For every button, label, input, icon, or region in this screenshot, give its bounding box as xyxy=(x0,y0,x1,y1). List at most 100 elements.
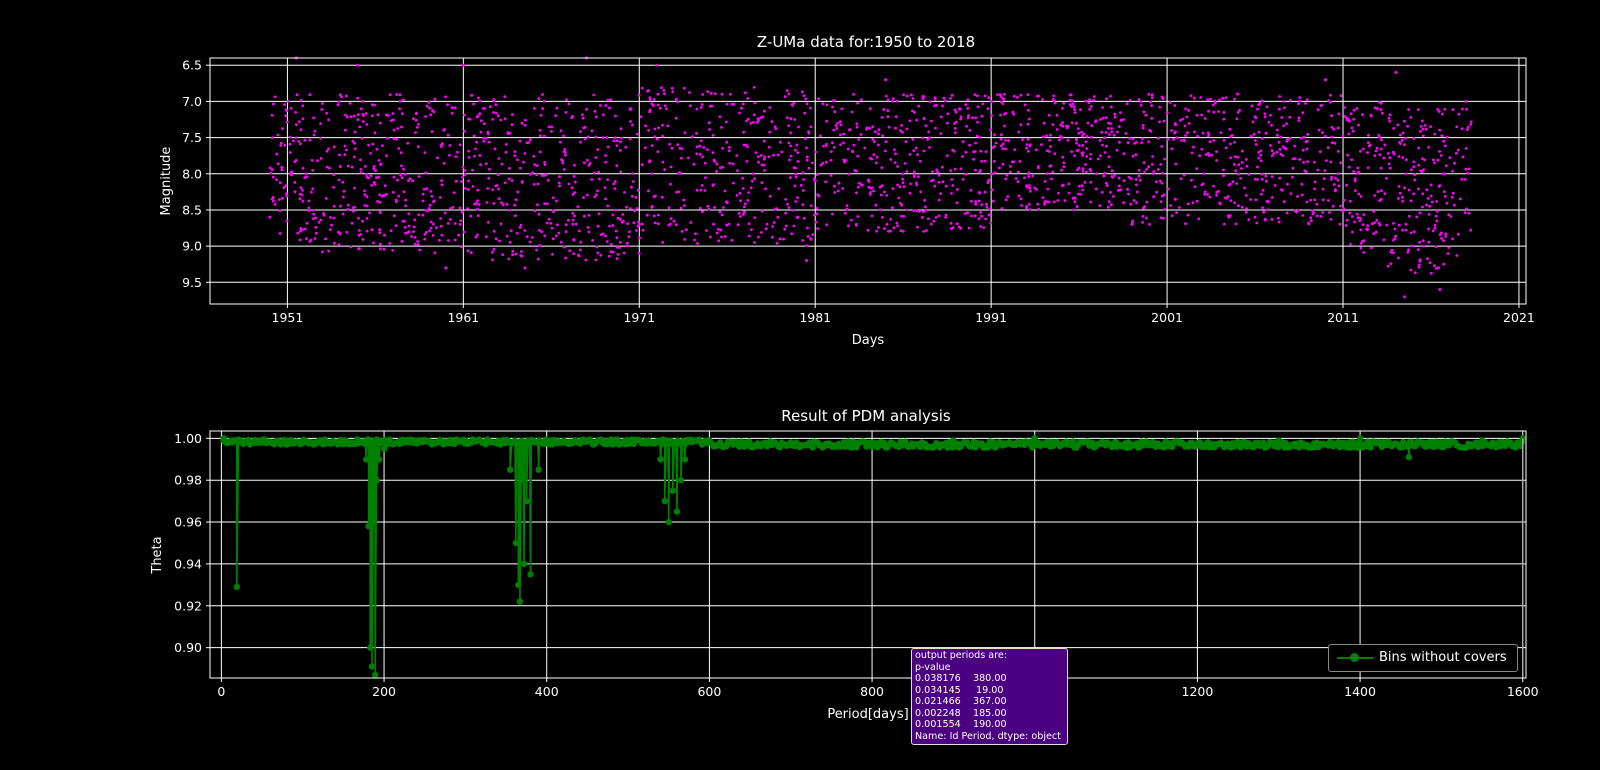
magnitude-point xyxy=(1359,246,1363,250)
magnitude-point xyxy=(373,183,377,186)
magnitude-point xyxy=(615,164,619,168)
magnitude-point xyxy=(1183,139,1186,143)
magnitude-point xyxy=(745,145,749,149)
magnitude-point xyxy=(1262,210,1266,214)
magnitude-point xyxy=(1413,178,1417,182)
magnitude-point xyxy=(1083,181,1087,184)
pdm-point xyxy=(665,518,672,526)
magnitude-point xyxy=(372,167,376,171)
pdm-point xyxy=(519,477,526,484)
magnitude-point xyxy=(365,195,369,199)
magnitude-point xyxy=(1451,237,1454,241)
magnitude-point xyxy=(1234,169,1237,173)
magnitude-point xyxy=(1051,170,1055,174)
magnitude-point xyxy=(831,141,834,145)
magnitude-point xyxy=(1233,201,1237,205)
magnitude-point xyxy=(276,133,280,137)
magnitude-point xyxy=(1141,137,1144,141)
magnitude-point xyxy=(308,240,312,243)
magnitude-point xyxy=(709,235,712,239)
magnitude-point xyxy=(1178,119,1182,122)
magnitude-point xyxy=(611,250,615,254)
magnitude-point xyxy=(503,95,507,99)
magnitude-point xyxy=(1131,219,1135,223)
magnitude-point xyxy=(1184,134,1187,137)
magnitude-point xyxy=(1217,110,1220,113)
magnitude-point xyxy=(711,184,715,187)
magnitude-point xyxy=(1406,124,1409,128)
magnitude-point xyxy=(541,93,544,96)
magnitude-point xyxy=(391,112,395,115)
magnitude-point xyxy=(463,173,467,177)
magnitude-point xyxy=(669,165,673,169)
magnitude-point xyxy=(428,229,431,233)
magnitude-point xyxy=(900,214,903,218)
magnitude-point xyxy=(475,207,479,211)
magnitude-point xyxy=(520,254,524,258)
magnitude-point xyxy=(372,181,376,184)
magnitude-point xyxy=(1103,171,1107,175)
magnitude-point xyxy=(375,147,379,151)
magnitude-point xyxy=(1265,179,1268,183)
magnitude-point xyxy=(645,213,649,217)
magnitude-point xyxy=(825,103,829,107)
pdm-point xyxy=(376,456,383,463)
magnitude-point xyxy=(379,211,382,215)
magnitude-point xyxy=(628,107,632,111)
magnitude-point xyxy=(1012,94,1016,98)
magnitude-point xyxy=(587,135,590,139)
pdm-y-label: Theta xyxy=(150,536,165,574)
magnitude-point xyxy=(1315,214,1319,218)
magnitude-point xyxy=(1147,165,1150,169)
magnitude-point xyxy=(973,93,977,96)
magnitude-point xyxy=(1403,295,1407,299)
magnitude-point xyxy=(847,172,851,176)
magnitude-point xyxy=(1426,197,1430,200)
magnitude-point xyxy=(989,128,992,132)
magnitude-point xyxy=(989,221,992,225)
magnitude-point xyxy=(315,231,318,235)
pdm-point xyxy=(1367,444,1374,451)
magnitude-point xyxy=(1353,220,1357,224)
magnitude-point xyxy=(1128,98,1132,102)
magnitude-point xyxy=(319,136,322,140)
magnitude-point xyxy=(637,93,641,97)
magnitude-point xyxy=(1023,176,1026,180)
magnitude-point xyxy=(1244,194,1248,197)
magnitude-point xyxy=(616,253,620,256)
magnitude-point xyxy=(543,163,547,167)
magnitude-point xyxy=(706,90,710,93)
magnitude-point xyxy=(1329,178,1333,181)
magnitude-point xyxy=(910,93,913,97)
magnitude-point xyxy=(1222,168,1225,172)
magnitude-point xyxy=(661,241,665,244)
magnitude-point xyxy=(472,134,476,138)
magnitude-point xyxy=(718,115,722,119)
magnitude-point xyxy=(328,166,331,170)
magnitude-point xyxy=(289,106,293,110)
output-periods-line: 0.001554 190.00 xyxy=(915,719,1007,730)
magnitude-point xyxy=(313,129,317,133)
magnitude-point xyxy=(971,116,974,120)
magnitude-point xyxy=(609,243,613,246)
magnitude-point xyxy=(1275,128,1279,132)
magnitude-point xyxy=(395,200,398,204)
magnitude-point xyxy=(1184,107,1187,111)
magnitude-point xyxy=(294,159,298,162)
magnitude-point xyxy=(460,180,463,183)
magnitude-point xyxy=(1081,188,1085,192)
magnitude-point xyxy=(1213,101,1217,105)
magnitude-point xyxy=(900,203,903,207)
magnitude-point xyxy=(1206,193,1209,196)
magnitude-point xyxy=(1233,155,1237,159)
magnitude-point xyxy=(912,175,916,179)
magnitude-point xyxy=(725,140,729,144)
magnitude-point xyxy=(594,156,598,160)
pdm-point xyxy=(845,438,852,445)
magnitude-point xyxy=(1177,206,1181,209)
magnitude-point xyxy=(407,212,411,216)
magnitude-point xyxy=(744,91,747,95)
magnitude-point xyxy=(760,231,763,234)
magnitude-point xyxy=(803,111,807,115)
magnitude-point xyxy=(1071,99,1074,103)
